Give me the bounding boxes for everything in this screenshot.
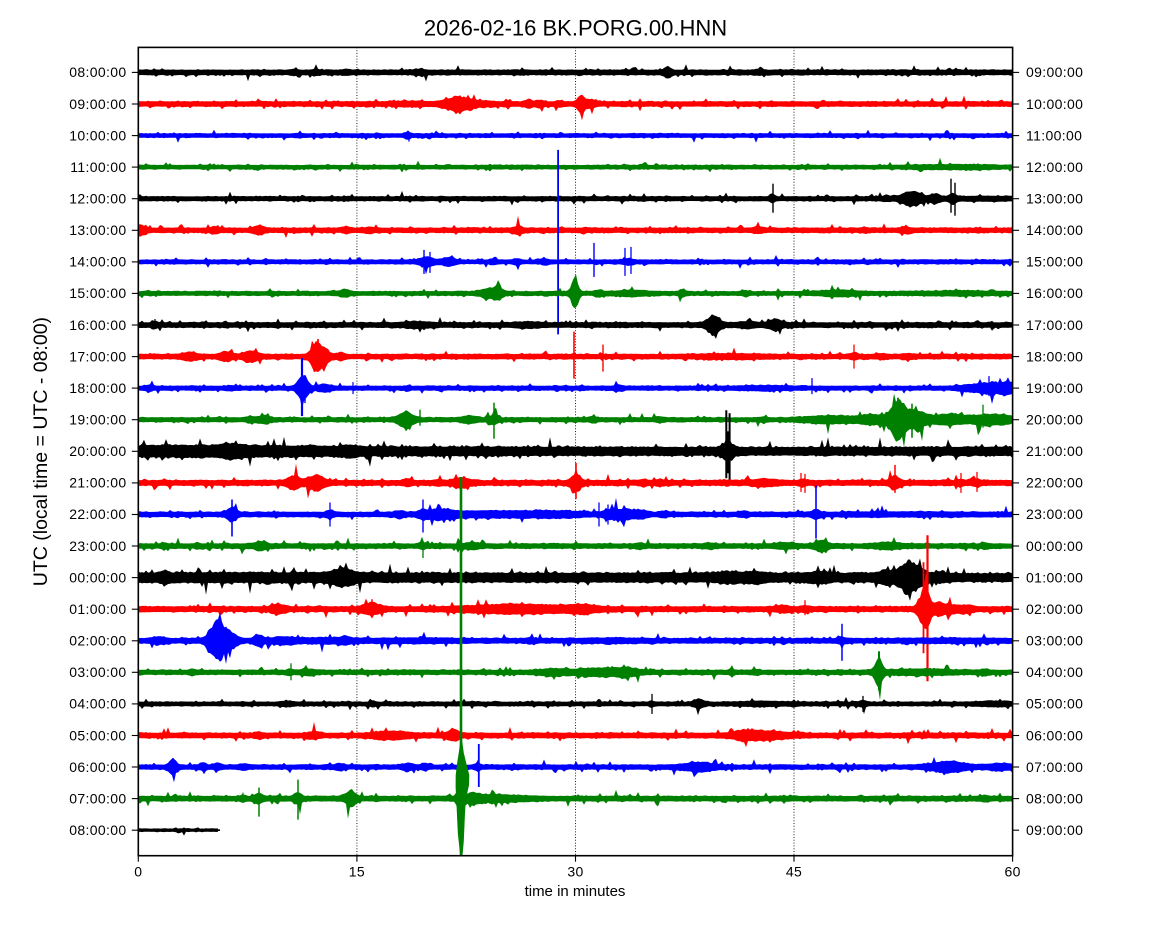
svg-text:11:00:00: 11:00:00 xyxy=(1026,127,1082,143)
svg-text:18:00:00: 18:00:00 xyxy=(1026,348,1083,364)
svg-text:22:00:00: 22:00:00 xyxy=(1026,475,1083,491)
svg-text:02:00:00: 02:00:00 xyxy=(1026,601,1083,617)
svg-text:04:00:00: 04:00:00 xyxy=(69,696,126,712)
svg-text:21:00:00: 21:00:00 xyxy=(1026,443,1083,459)
svg-text:14:00:00: 14:00:00 xyxy=(69,254,126,270)
svg-text:12:00:00: 12:00:00 xyxy=(1026,159,1083,175)
svg-text:08:00:00: 08:00:00 xyxy=(1026,790,1083,806)
svg-text:05:00:00: 05:00:00 xyxy=(1026,696,1083,712)
svg-text:16:00:00: 16:00:00 xyxy=(1026,285,1083,301)
svg-text:45: 45 xyxy=(786,864,802,880)
svg-text:02:00:00: 02:00:00 xyxy=(69,633,126,649)
svg-text:16:00:00: 16:00:00 xyxy=(69,317,126,333)
svg-text:15:00:00: 15:00:00 xyxy=(1026,254,1083,270)
svg-text:04:00:00: 04:00:00 xyxy=(1026,664,1083,680)
svg-text:10:00:00: 10:00:00 xyxy=(1026,96,1083,112)
svg-text:13:00:00: 13:00:00 xyxy=(1026,191,1083,207)
svg-text:18:00:00: 18:00:00 xyxy=(69,380,126,396)
svg-text:06:00:00: 06:00:00 xyxy=(1026,727,1083,743)
svg-text:21:00:00: 21:00:00 xyxy=(69,475,126,491)
svg-text:11:00:00: 11:00:00 xyxy=(70,159,126,175)
svg-text:03:00:00: 03:00:00 xyxy=(1026,633,1083,649)
svg-text:60: 60 xyxy=(1004,864,1020,880)
svg-text:09:00:00: 09:00:00 xyxy=(1026,822,1083,838)
svg-text:07:00:00: 07:00:00 xyxy=(1026,759,1083,775)
svg-text:14:00:00: 14:00:00 xyxy=(1026,222,1083,238)
svg-text:01:00:00: 01:00:00 xyxy=(1026,569,1083,585)
svg-text:22:00:00: 22:00:00 xyxy=(69,506,126,522)
svg-text:05:00:00: 05:00:00 xyxy=(69,727,126,743)
svg-text:17:00:00: 17:00:00 xyxy=(69,348,126,364)
svg-text:19:00:00: 19:00:00 xyxy=(69,412,126,428)
svg-text:03:00:00: 03:00:00 xyxy=(69,664,126,680)
svg-text:13:00:00: 13:00:00 xyxy=(69,222,126,238)
svg-text:10:00:00: 10:00:00 xyxy=(69,127,126,143)
svg-text:20:00:00: 20:00:00 xyxy=(1026,412,1083,428)
svg-text:09:00:00: 09:00:00 xyxy=(69,96,126,112)
svg-text:08:00:00: 08:00:00 xyxy=(69,64,126,80)
svg-text:20:00:00: 20:00:00 xyxy=(69,443,126,459)
svg-text:09:00:00: 09:00:00 xyxy=(1026,64,1083,80)
svg-text:UTC (local time = UTC - 08:00): UTC (local time = UTC - 08:00) xyxy=(30,317,52,586)
svg-text:23:00:00: 23:00:00 xyxy=(69,538,126,554)
svg-text:00:00:00: 00:00:00 xyxy=(69,569,126,585)
svg-text:time in minutes: time in minutes xyxy=(525,883,626,900)
svg-text:23:00:00: 23:00:00 xyxy=(1026,506,1083,522)
svg-text:0: 0 xyxy=(134,864,142,880)
svg-text:07:00:00: 07:00:00 xyxy=(69,790,126,806)
svg-text:01:00:00: 01:00:00 xyxy=(69,601,126,617)
svg-text:06:00:00: 06:00:00 xyxy=(69,759,126,775)
svg-text:12:00:00: 12:00:00 xyxy=(69,191,126,207)
svg-text:08:00:00: 08:00:00 xyxy=(69,822,126,838)
svg-text:17:00:00: 17:00:00 xyxy=(1026,317,1083,333)
svg-text:15: 15 xyxy=(349,864,365,880)
svg-text:30: 30 xyxy=(567,864,583,880)
svg-text:15:00:00: 15:00:00 xyxy=(69,285,126,301)
svg-text:2026-02-16 BK.PORG.00.HNN: 2026-02-16 BK.PORG.00.HNN xyxy=(424,16,727,41)
svg-text:19:00:00: 19:00:00 xyxy=(1026,380,1083,396)
svg-text:00:00:00: 00:00:00 xyxy=(1026,538,1083,554)
